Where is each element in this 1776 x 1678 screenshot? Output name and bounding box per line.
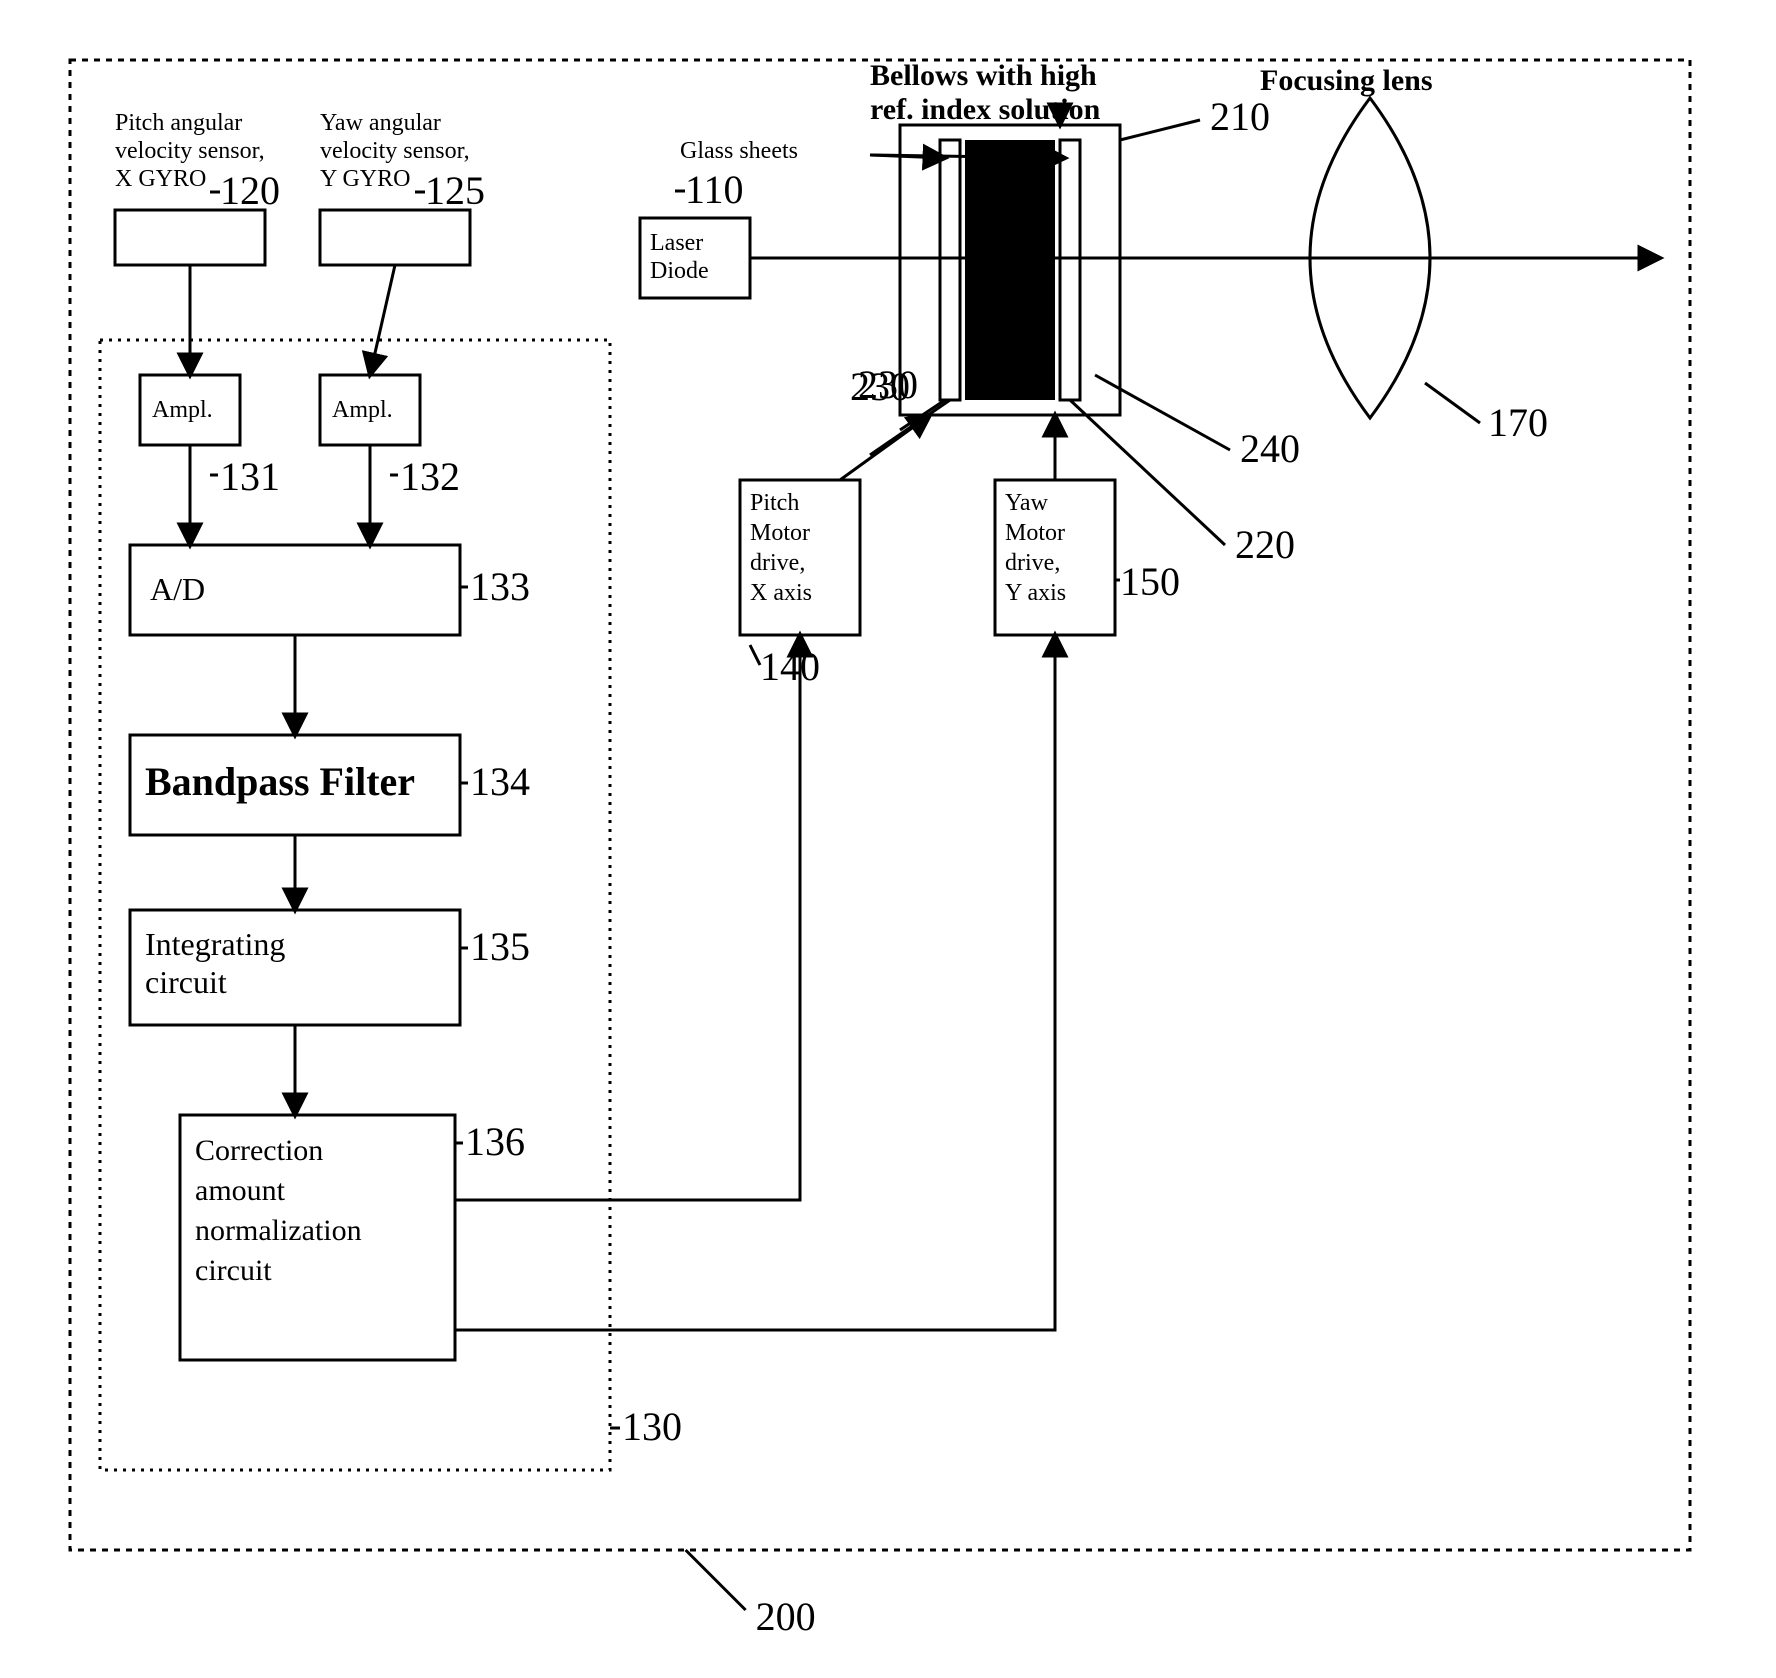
svg-text:normalization: normalization <box>195 1214 362 1247</box>
ref-220: 220 <box>1235 522 1295 567</box>
svg-text:Pitch: Pitch <box>750 490 799 516</box>
leader-210 <box>1120 120 1200 140</box>
ref-132: 132 <box>400 454 460 499</box>
adc-label: A/D <box>150 571 205 607</box>
svg-text:Y axis: Y axis <box>1005 580 1066 606</box>
svg-text:drive,: drive, <box>750 550 805 576</box>
ampl-right-label: Ampl. <box>332 397 393 423</box>
arrow-corr-to-pitchmotor <box>455 635 800 1200</box>
bellows-fill <box>965 140 1055 400</box>
svg-text:Yaw: Yaw <box>1005 490 1049 516</box>
svg-text:Diode: Diode <box>650 258 709 284</box>
svg-text:Correction: Correction <box>195 1134 323 1167</box>
ref-150: 150 <box>1120 559 1180 604</box>
svg-text:circuit: circuit <box>145 964 227 1000</box>
ref-240: 240 <box>1240 426 1300 471</box>
arrow-yaw-to-ampl <box>370 265 395 375</box>
svg-text:drive,: drive, <box>1005 550 1060 576</box>
svg-text:Y GYRO: Y GYRO <box>320 166 410 192</box>
svg-text:amount: amount <box>195 1174 286 1207</box>
diagram-svg: 200130Pitch angularvelocity sensor,X GYR… <box>0 0 1776 1678</box>
ref-170: 170 <box>1488 400 1548 445</box>
svg-text:Pitch angular: Pitch angular <box>115 110 242 136</box>
arrow-pitchmotor-to-bellows <box>840 415 930 480</box>
svg-text:Laser: Laser <box>650 230 703 256</box>
ref-110: 110 <box>685 167 744 212</box>
svg-text:Bellows with high: Bellows with high <box>870 59 1097 92</box>
svg-text:velocity sensor,: velocity sensor, <box>320 138 470 164</box>
ref-130: 130 <box>622 1404 682 1449</box>
ref-125: 125 <box>425 168 485 213</box>
ref-136: 136 <box>465 1119 525 1164</box>
pitch-sensor-box <box>115 210 265 265</box>
bellows-label: Bellows with highref. index solution <box>870 59 1101 126</box>
svg-text:Integrating: Integrating <box>145 926 285 962</box>
ref-133: 133 <box>470 564 530 609</box>
bandpass-label: Bandpass Filter <box>145 759 415 804</box>
svg-text:Yaw angular: Yaw angular <box>320 110 441 136</box>
focusing-lens-label: Focusing lens <box>1260 64 1433 97</box>
svg-text:Motor: Motor <box>750 520 810 546</box>
glass-sheet-right <box>1060 140 1080 400</box>
leader-170 <box>1425 383 1480 423</box>
glass-sheet-left <box>940 140 960 400</box>
svg-text:ref. index solution: ref. index solution <box>870 93 1101 126</box>
yaw-sensor-box <box>320 210 470 265</box>
svg-text:velocity sensor,: velocity sensor, <box>115 138 265 164</box>
ref-120: 120 <box>220 168 280 213</box>
ref-134: 134 <box>470 759 530 804</box>
ref-131: 131 <box>220 454 280 499</box>
ref-135: 135 <box>470 924 530 969</box>
ref-230-visible: 230 <box>858 362 918 407</box>
svg-text:circuit: circuit <box>195 1254 272 1287</box>
svg-text:Motor: Motor <box>1005 520 1065 546</box>
ref-210: 210 <box>1210 94 1270 139</box>
ampl-left-label: Ampl. <box>152 397 213 423</box>
ref-140: 140 <box>760 644 820 689</box>
leader-200 <box>686 1550 746 1610</box>
svg-text:X axis: X axis <box>750 580 812 606</box>
glass-sheets-label: Glass sheets <box>680 138 798 164</box>
svg-text:X GYRO: X GYRO <box>115 166 206 192</box>
ref-200: 200 <box>756 1594 816 1639</box>
line <box>750 645 760 665</box>
arrow-corr-to-yawmotor <box>455 635 1055 1330</box>
